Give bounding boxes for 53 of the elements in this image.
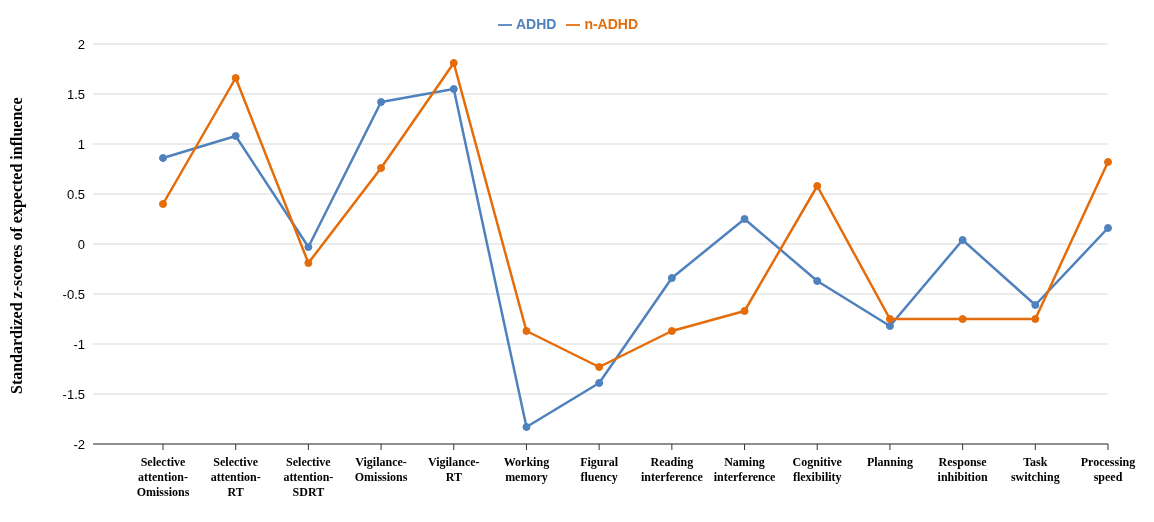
point (885, 322, 894, 330)
point (304, 259, 313, 267)
point (595, 379, 604, 387)
point (231, 74, 240, 82)
legend-label: n-ADHD (584, 16, 639, 32)
point (159, 154, 167, 162)
x-tick-label: Vigilance-RT (428, 455, 480, 484)
point (813, 277, 822, 285)
x-tick-label: Selective attention-Omissions (136, 455, 190, 499)
legend-label: ADHD (515, 16, 557, 32)
y-tick-label: 2 (77, 36, 85, 52)
x-tick-label: Selective attention-RT (210, 455, 261, 499)
y-tick-label: -2 (73, 436, 85, 452)
y-tick-label: 1 (77, 136, 85, 152)
point (667, 274, 676, 282)
x-tick-label: Vigilance-Omissions (354, 455, 408, 484)
point (813, 182, 822, 190)
point (231, 132, 240, 140)
y-tick-label: 0 (77, 236, 85, 252)
point (595, 363, 604, 371)
y-tick-label: -1.5 (62, 386, 85, 402)
x-tick-label: Response inhibition (937, 455, 988, 484)
x-tick-label: Processing speed (1080, 455, 1136, 484)
y-tick-label: 1.5 (66, 86, 85, 102)
y-tick-label: -0.5 (62, 286, 85, 302)
point (1031, 315, 1040, 323)
point (522, 423, 531, 431)
point (449, 85, 458, 93)
x-tick-label: Selective attention-SDRT (283, 455, 334, 499)
y-tick-label: 0.5 (66, 186, 85, 202)
x-tick-label: Task switching (1010, 455, 1060, 484)
point (958, 236, 967, 244)
point (1104, 158, 1112, 166)
point (304, 243, 313, 251)
point (1031, 301, 1040, 309)
point (740, 215, 749, 223)
x-tick-label: Reading interference (640, 455, 704, 484)
y-tick-label: -1 (73, 336, 85, 352)
x-tick-label: Figural fluency (580, 455, 619, 484)
point (159, 200, 167, 208)
point (377, 164, 386, 172)
point (1104, 224, 1112, 232)
point (667, 327, 676, 335)
x-tick-label: Planning (866, 455, 913, 469)
point (377, 98, 386, 106)
y-axis-title: Standardized z-scores of expected influence (7, 97, 26, 394)
x-tick-label: Naming interference (713, 455, 777, 484)
point (522, 327, 531, 335)
x-tick-label: Working memory (503, 455, 550, 484)
point (740, 307, 749, 315)
point (958, 315, 967, 323)
point (885, 315, 894, 323)
x-tick-label: Cognitive flexibility (792, 455, 843, 484)
